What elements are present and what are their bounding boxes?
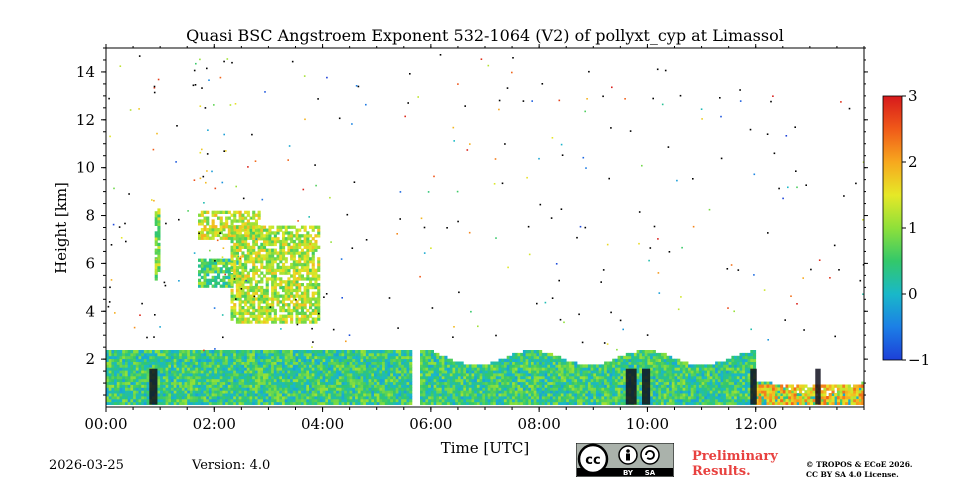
cc-mark: cc: [585, 453, 600, 468]
colorbar-tick-label: 0: [908, 285, 918, 303]
x-tick-label: 00:00: [84, 415, 127, 433]
by-text: BY: [623, 469, 634, 477]
preliminary-notice: Preliminary Results.: [692, 449, 778, 479]
x-tick-label: 08:00: [518, 415, 561, 433]
colorbar: [882, 95, 903, 361]
x-axis-label: Time [UTC]: [441, 439, 530, 457]
copyright-notice: © TROPOS & ECoE 2026. CC BY SA 4.0 Licen…: [806, 460, 913, 480]
heatmap-layer: [106, 54, 864, 405]
y-tick-label: 2: [85, 350, 95, 368]
x-tick-label: 12:00: [734, 415, 777, 433]
heatmap-noise: [107, 54, 864, 352]
copyright-line-2: CC BY SA 4.0 License.: [806, 470, 899, 479]
sa-icon: [640, 445, 660, 465]
copyright-line-1: © TROPOS & ECoE 2026.: [806, 460, 913, 469]
sa-text: SA: [645, 469, 656, 477]
heatmap-feature: [755, 384, 864, 405]
preliminary-line-2: Results.: [692, 464, 751, 479]
colorbar-tick-label: −1: [908, 351, 930, 369]
cc-license-badge: cc BY SA: [576, 443, 674, 477]
date-label: 2026-03-25: [49, 458, 124, 473]
y-tick-label: 8: [85, 207, 95, 225]
y-axis-label: Height [km]: [52, 182, 70, 274]
cc-icon: [577, 443, 609, 475]
x-tick-label: 04:00: [301, 415, 344, 433]
y-axis: 2 4 6 8 10 12 14: [76, 47, 868, 396]
x-tick-label: 10:00: [626, 415, 669, 433]
colorbar-tick-label: 2: [908, 153, 918, 171]
colorbar-tick-label: 3: [908, 87, 918, 105]
heatmap-feature: [230, 225, 321, 324]
x-tick-label: 06:00: [409, 415, 452, 433]
heatmap-feature: [106, 350, 864, 405]
x-axis: 00:00 02:00 04:00 06:00 08:00 10:00 12:00: [84, 44, 865, 433]
heatmap-dark-streaks: [149, 368, 821, 405]
colorbar-ticks: −1 0 1 2 3: [902, 87, 930, 369]
y-tick-label: 14: [76, 63, 95, 81]
chart-title: Quasi BSC Angstroem Exponent 532-1064 (V…: [186, 26, 784, 45]
preliminary-line-1: Preliminary: [692, 449, 778, 464]
y-tick-label: 6: [85, 254, 95, 272]
y-tick-label: 10: [76, 159, 95, 177]
colorbar-tick-label: 1: [908, 219, 918, 237]
x-tick-label: 02:00: [193, 415, 236, 433]
version-label: Version: 4.0: [192, 458, 271, 473]
heatmap-feature: [154, 208, 161, 281]
y-tick-label: 4: [85, 302, 95, 320]
y-tick-label: 12: [76, 111, 95, 129]
